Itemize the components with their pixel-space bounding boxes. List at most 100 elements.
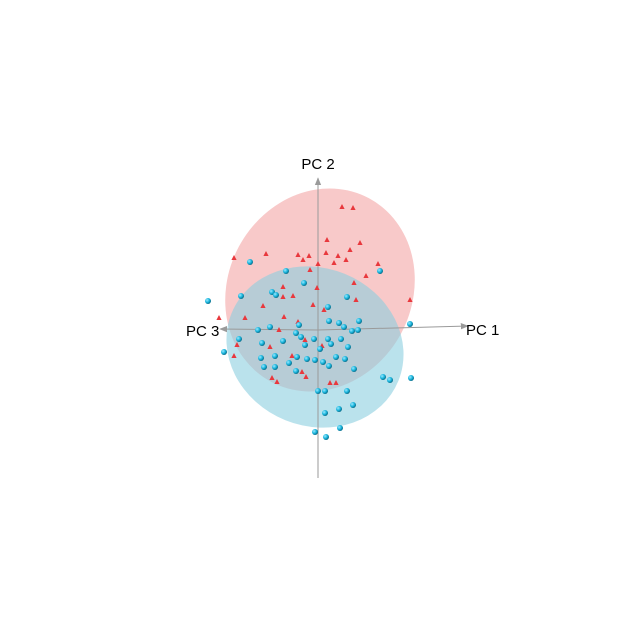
point-blue-27 <box>302 342 308 348</box>
point-red-17 <box>363 273 369 278</box>
point-blue-56 <box>407 321 413 327</box>
point-red-2 <box>324 237 330 242</box>
point-red-11 <box>231 255 237 260</box>
point-red-26 <box>407 297 413 302</box>
point-blue-35 <box>304 356 310 362</box>
point-red-39 <box>274 379 280 384</box>
point-red-5 <box>323 250 329 255</box>
point-blue-51 <box>350 402 356 408</box>
point-red-7 <box>306 253 312 258</box>
point-blue-47 <box>315 388 321 394</box>
point-blue-15 <box>296 322 302 328</box>
point-red-8 <box>295 252 301 257</box>
point-red-38 <box>269 375 275 380</box>
point-blue-49 <box>344 388 350 394</box>
point-red-33 <box>267 344 273 349</box>
point-blue-1 <box>283 268 289 274</box>
point-blue-4 <box>301 280 307 286</box>
point-blue-9 <box>325 304 331 310</box>
point-red-14 <box>315 261 321 266</box>
point-red-23 <box>353 297 359 302</box>
point-blue-22 <box>255 327 261 333</box>
point-blue-28 <box>317 346 323 352</box>
point-blue-7 <box>273 292 279 298</box>
point-blue-12 <box>356 318 362 324</box>
point-blue-46 <box>408 375 414 381</box>
point-red-34 <box>234 342 240 347</box>
point-blue-33 <box>272 353 278 359</box>
point-blue-34 <box>294 354 300 360</box>
point-red-16 <box>307 267 313 272</box>
point-blue-16 <box>293 330 299 336</box>
axis-label-pc3: PC 3 <box>186 323 219 340</box>
point-blue-48 <box>322 388 328 394</box>
point-blue-11 <box>336 320 342 326</box>
point-red-31 <box>302 337 308 342</box>
point-blue-20 <box>338 336 344 342</box>
point-red-9 <box>343 257 349 262</box>
point-blue-13 <box>355 327 361 333</box>
point-red-25 <box>310 302 316 307</box>
point-red-30 <box>276 327 282 332</box>
series-red-points <box>216 204 413 385</box>
point-blue-2 <box>377 268 383 274</box>
point-red-40 <box>231 353 237 358</box>
point-red-13 <box>331 260 337 265</box>
ellipsoids <box>225 188 415 428</box>
point-blue-45 <box>387 377 393 383</box>
point-blue-40 <box>286 360 292 366</box>
point-red-6 <box>335 253 341 258</box>
point-red-10 <box>263 251 269 256</box>
point-red-0 <box>339 204 345 209</box>
point-red-12 <box>375 261 381 266</box>
point-blue-32 <box>258 355 264 361</box>
point-blue-42 <box>293 368 299 374</box>
point-red-41 <box>242 315 248 320</box>
series-blue-points <box>205 259 414 440</box>
point-blue-43 <box>351 366 357 372</box>
point-blue-23 <box>267 324 273 330</box>
point-red-35 <box>289 353 295 358</box>
point-blue-5 <box>238 293 244 299</box>
point-red-22 <box>280 294 286 299</box>
point-red-37 <box>303 374 309 379</box>
point-blue-25 <box>259 340 265 346</box>
point-blue-3 <box>344 294 350 300</box>
point-blue-53 <box>337 425 343 431</box>
point-blue-54 <box>312 429 318 435</box>
point-blue-18 <box>311 336 317 342</box>
point-blue-24 <box>236 336 242 342</box>
point-blue-37 <box>342 356 348 362</box>
point-blue-29 <box>328 341 334 347</box>
point-red-43 <box>327 380 333 385</box>
point-blue-14 <box>341 324 347 330</box>
point-blue-17 <box>298 334 304 340</box>
point-blue-8 <box>205 298 211 304</box>
point-blue-21 <box>349 328 355 334</box>
ellipsoid-blue <box>226 266 404 428</box>
point-red-4 <box>347 247 353 252</box>
point-blue-57 <box>261 364 267 370</box>
point-blue-52 <box>336 406 342 412</box>
point-blue-19 <box>325 336 331 342</box>
point-blue-30 <box>345 344 351 350</box>
point-red-20 <box>314 285 320 290</box>
point-blue-50 <box>322 410 328 416</box>
point-blue-44 <box>380 374 386 380</box>
point-red-18 <box>280 284 286 289</box>
point-red-44 <box>333 380 339 385</box>
point-blue-36 <box>333 354 339 360</box>
point-red-27 <box>321 307 327 312</box>
point-blue-39 <box>312 357 318 363</box>
point-red-36 <box>299 369 305 374</box>
point-blue-55 <box>323 434 329 440</box>
point-red-21 <box>290 293 296 298</box>
point-red-28 <box>281 314 287 319</box>
point-red-24 <box>260 303 266 308</box>
point-blue-38 <box>326 363 332 369</box>
point-blue-10 <box>326 318 332 324</box>
point-blue-26 <box>280 338 286 344</box>
point-blue-41 <box>272 364 278 370</box>
point-red-42 <box>216 315 222 320</box>
